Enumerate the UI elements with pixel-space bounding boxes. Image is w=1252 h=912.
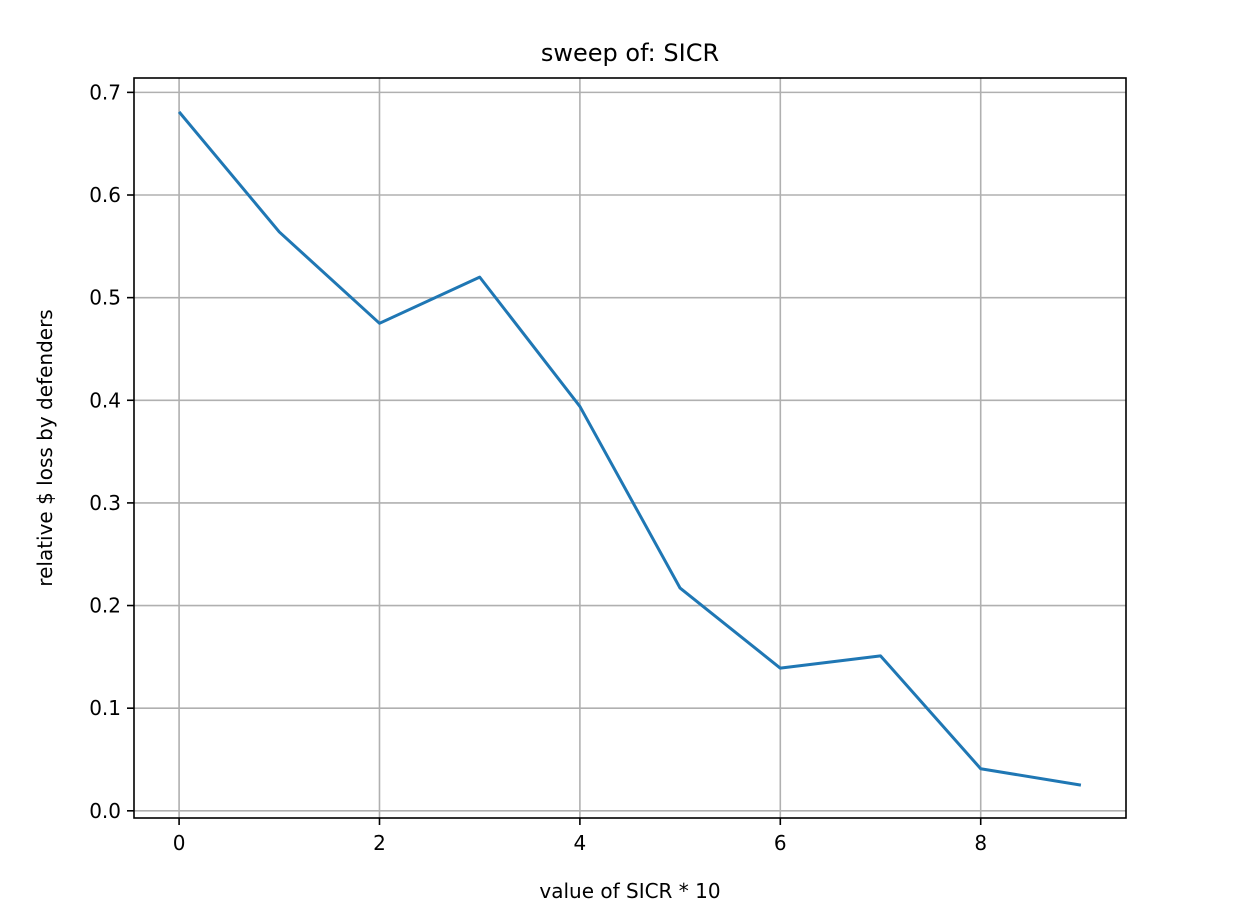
- grid-lines: [134, 78, 1126, 818]
- y-tick-label: 0.1: [89, 696, 121, 720]
- x-axis-ticks: 0 2 4 6 8: [173, 818, 987, 855]
- y-axis-ticks: 0.0 0.1 0.2 0.3 0.4 0.5 0.6 0.7: [89, 80, 134, 823]
- y-tick-label: 0.6: [89, 183, 121, 207]
- y-tick-label: 0.0: [89, 799, 121, 823]
- y-tick-label: 0.2: [89, 594, 121, 618]
- y-tick-label: 0.3: [89, 491, 121, 515]
- series-line: [177, 110, 1082, 787]
- y-tick-label: 0.7: [89, 80, 121, 104]
- plot-area-frame: [133, 77, 1127, 819]
- x-tick-label: 2: [373, 831, 386, 855]
- x-tick-label: 4: [574, 831, 587, 855]
- x-tick-label: 0: [173, 831, 186, 855]
- series-layer: [177, 110, 1082, 787]
- x-axis-label: value of SICR * 10: [539, 879, 720, 903]
- y-tick-label: 0.4: [89, 388, 121, 412]
- chart-title: sweep of: SICR: [541, 39, 719, 67]
- y-tick-label: 0.5: [89, 286, 121, 310]
- y-axis-label: relative $ loss by defenders: [33, 309, 57, 586]
- x-tick-label: 6: [774, 831, 787, 855]
- x-tick-label: 8: [974, 831, 987, 855]
